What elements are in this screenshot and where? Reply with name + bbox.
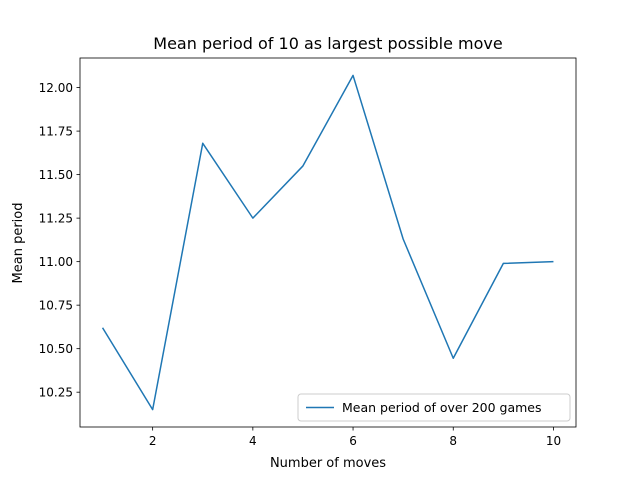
y-tick-label: 11.00: [39, 255, 73, 269]
chart-title: Mean period of 10 as largest possible mo…: [153, 34, 502, 53]
y-tick-label: 11.25: [39, 211, 73, 225]
plot-frame: [79, 57, 577, 428]
y-tick-label: 10.25: [39, 385, 73, 399]
y-tick-label: 10.75: [39, 298, 73, 312]
plot-area: 2 4 6 8 10 10.25 10.50 10.75 11.00 11.25 11.50 11.7…: [39, 57, 577, 448]
legend-box: [297, 393, 571, 422]
y-tick-label: 11.75: [39, 124, 73, 138]
y-tick-label: 12.00: [39, 81, 73, 95]
y-tick-label: 10.50: [39, 342, 73, 356]
y-tick-label: 11.50: [39, 168, 73, 182]
x-tick-label: 4: [249, 434, 257, 448]
y-axis-label: Mean period: [11, 203, 26, 284]
x-tick-label: 2: [149, 434, 157, 448]
x-tick-label: 6: [349, 434, 357, 448]
x-axis-label: Number of moves: [270, 456, 386, 471]
x-tick-label: 10: [546, 434, 561, 448]
x-tick-label: 8: [449, 434, 457, 448]
legend-label: Mean period of over 200 games: [342, 400, 542, 415]
series-line-0: [101, 74, 554, 411]
